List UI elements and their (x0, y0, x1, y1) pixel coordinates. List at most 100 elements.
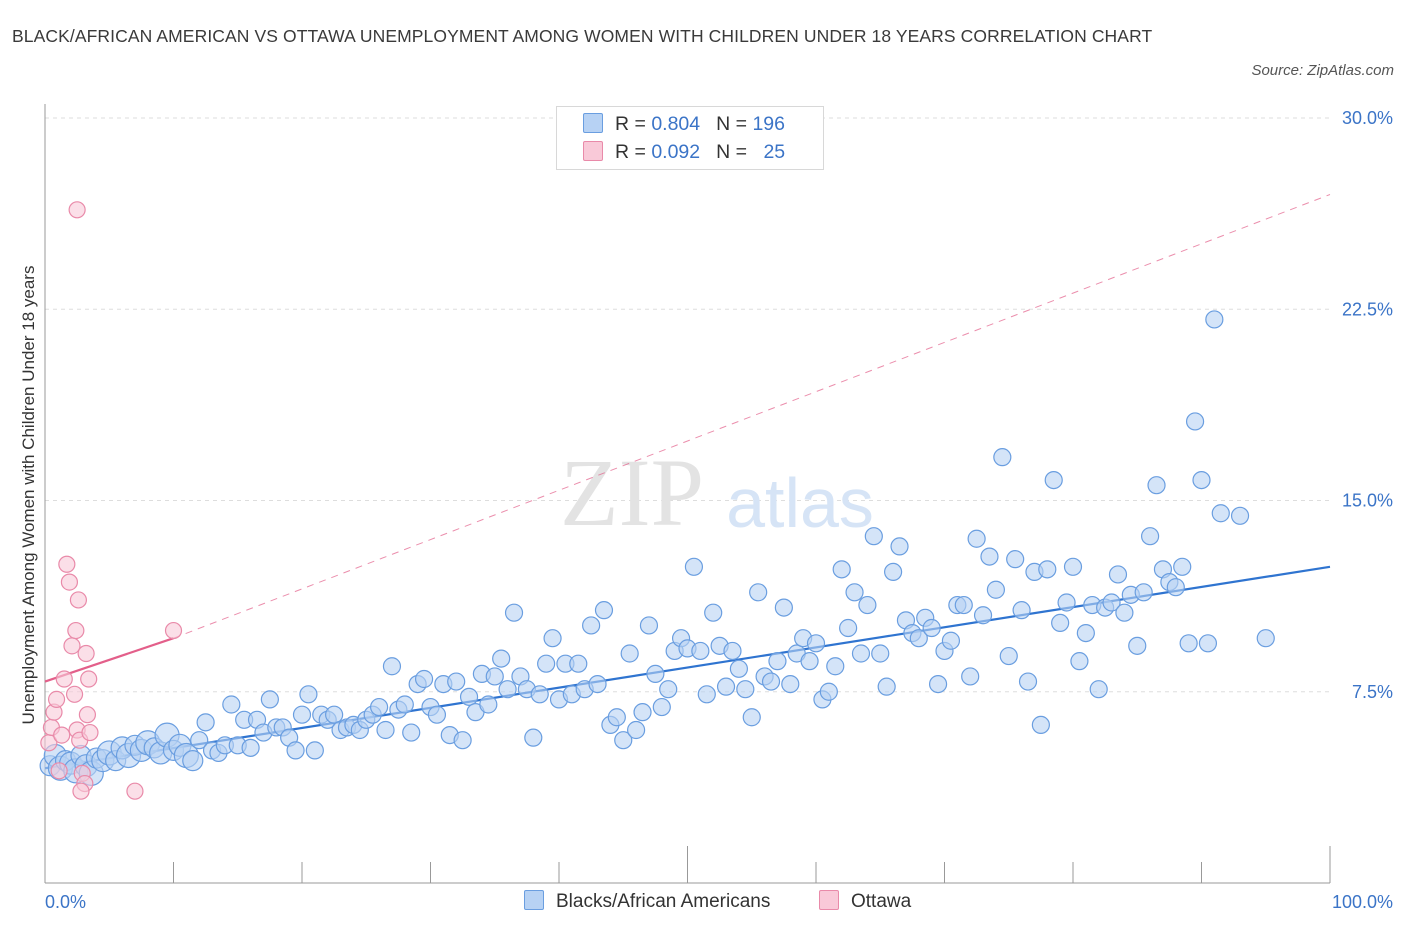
y-tick-label: 15.0% (1342, 491, 1393, 511)
blacks-point (832, 560, 851, 579)
blacks-point (729, 659, 749, 678)
blacks-point (761, 672, 781, 691)
blacks-point (890, 537, 909, 556)
blacks-point (1166, 578, 1185, 597)
ottawa-point (81, 723, 99, 742)
blacks-point (864, 527, 883, 546)
blacks-point (716, 677, 736, 696)
ottawa-point (69, 591, 88, 609)
blacks-point (684, 557, 704, 576)
blacks-point (1063, 557, 1083, 576)
r-value: 0.092 (651, 141, 701, 163)
n-value: 196 (752, 113, 785, 135)
blacks-point (530, 685, 549, 704)
legend-row-blacks: R = 0.804 N = 196 (583, 113, 785, 137)
blacks-point (626, 720, 646, 740)
chart-title: BLACK/AFRICAN AMERICAN VS OTTAWA UNEMPLO… (12, 26, 1153, 46)
y-tick-label: 30.0% (1342, 108, 1393, 128)
blacks-point (569, 654, 588, 673)
ottawa-point (58, 555, 76, 573)
blacks-point (1051, 613, 1070, 633)
ottawa-point (80, 670, 98, 688)
blacks-point (691, 641, 710, 661)
blacks-point (967, 529, 986, 548)
ottawa-point (78, 706, 97, 724)
data-points (39, 201, 1275, 800)
y-tick-label: 22.5% (1342, 299, 1393, 319)
blacks-point (652, 697, 671, 717)
blacks-point (190, 731, 209, 750)
blacks-point (1115, 603, 1134, 622)
blacks-point (537, 654, 556, 673)
blacks-point (504, 603, 524, 622)
blacks-point (414, 669, 434, 689)
blacks-point (1205, 310, 1224, 329)
blacks-point (588, 674, 607, 694)
blacks-point (986, 580, 1006, 599)
blacks-point (543, 629, 562, 648)
blacks-point (382, 657, 402, 676)
blacks-point (182, 749, 204, 772)
blacks-point (1256, 629, 1275, 648)
blacks-point (1128, 636, 1147, 655)
blacks-point (614, 731, 633, 750)
blacks-point (800, 652, 819, 671)
blacks-point (723, 641, 742, 661)
r-value: 0.804 (651, 113, 701, 135)
legend-label: Blacks/African Americans (556, 891, 771, 912)
blacks-point (928, 674, 948, 694)
ottawa-point (47, 690, 66, 709)
ottawa-trend-extension (173, 194, 1331, 639)
blacks-point (292, 705, 312, 724)
blacks-point (774, 598, 793, 617)
ottawa-point (68, 201, 86, 219)
blacks-point (736, 680, 755, 699)
blacks-point (999, 646, 1018, 666)
blue-swatch (524, 890, 544, 910)
ottawa-point (77, 644, 95, 663)
legend-item-ottawa[interactable]: Ottawa (819, 890, 911, 913)
blacks-point (1012, 601, 1031, 620)
blacks-point (594, 601, 614, 620)
blacks-point (498, 680, 517, 699)
blacks-point (826, 657, 845, 676)
blacks-point (427, 705, 447, 724)
blacks-point (704, 603, 723, 622)
blacks-point (1057, 593, 1076, 612)
correlation-legend: R = 0.804 N = 196 R = 0.092 N = 25 (556, 106, 824, 170)
ottawa-point (126, 782, 144, 800)
ottawa-point (72, 782, 90, 800)
blacks-point (961, 667, 980, 686)
legend-item-blacks[interactable]: Blacks/African Americans (524, 890, 770, 913)
blacks-point (376, 720, 395, 740)
blacks-point (858, 595, 877, 615)
blacks-point (1108, 565, 1128, 584)
blacks-point (260, 690, 279, 709)
blacks-point (633, 703, 652, 722)
blacks-point (1134, 583, 1153, 602)
tick-labels: 7.5% 15.0% 22.5% 30.0% 0.0% 100.0% (45, 108, 1393, 912)
watermark: ZIP atlas (560, 439, 874, 546)
blacks-point (871, 644, 890, 663)
blacks-point (877, 677, 896, 696)
ottawa-point (53, 726, 71, 744)
n-label: N = (716, 113, 748, 135)
blacks-point (806, 634, 826, 653)
blacks-point (1179, 634, 1198, 653)
blacks-point (1198, 634, 1218, 653)
blacks-point (286, 741, 305, 760)
ottawa-point (50, 762, 68, 780)
blacks-point (607, 708, 626, 727)
grid (45, 117, 1330, 693)
ottawa-point (67, 621, 85, 640)
blacks-point (370, 697, 389, 717)
ottawa-point (63, 637, 81, 655)
blacks-point (1038, 560, 1057, 579)
blacks-point (196, 713, 215, 732)
blue-swatch (583, 113, 603, 133)
blacks-point (1147, 476, 1166, 495)
blacks-point (492, 649, 511, 668)
y-tick-label: 7.5% (1352, 682, 1393, 702)
blacks-point (305, 741, 324, 760)
